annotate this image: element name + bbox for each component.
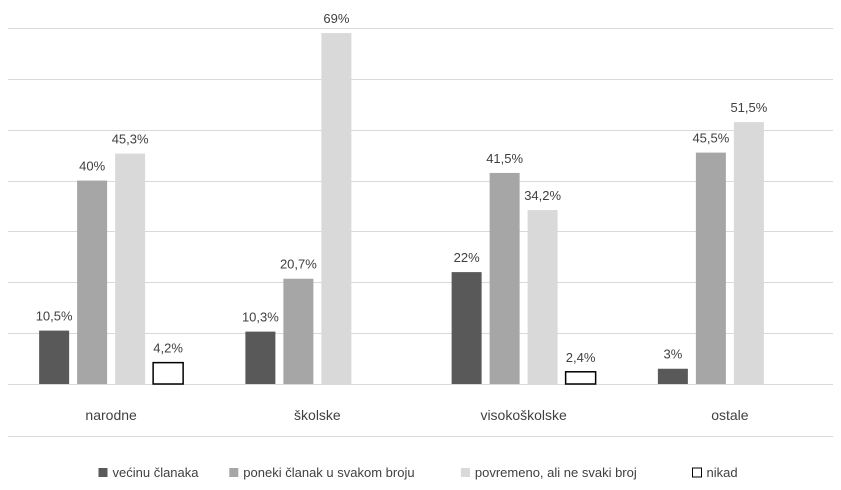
bar xyxy=(733,122,764,384)
bar xyxy=(245,331,276,384)
bar xyxy=(527,210,558,384)
legend-swatch xyxy=(692,467,702,478)
data-label: 45,3% xyxy=(112,132,149,147)
legend-swatch xyxy=(98,468,108,477)
data-label: 34,2% xyxy=(524,188,561,203)
legend-label: poneki članak u svakom broju xyxy=(243,465,414,480)
data-labels: 10,5% 40% 45,3% 4,2% 10,3% 20,7% 69% 22% 41,5% 34… xyxy=(36,11,768,365)
legend-label: povremeno, ali ne svaki broj xyxy=(475,465,637,480)
bar xyxy=(695,152,726,384)
bar xyxy=(77,180,108,384)
data-label: 69% xyxy=(323,11,349,26)
legend: većinu članaka poneki članak u svakom bro… xyxy=(98,465,738,480)
data-label: 45,5% xyxy=(692,131,729,146)
data-label: 4,2% xyxy=(153,341,183,356)
bar xyxy=(39,330,70,384)
legend-label: nikad xyxy=(707,465,738,480)
data-label: 3% xyxy=(663,347,682,362)
data-label: 2,4% xyxy=(566,350,596,365)
bar xyxy=(152,361,184,385)
legend-swatch xyxy=(229,468,239,477)
data-label: 10,3% xyxy=(242,310,279,325)
data-label: 22% xyxy=(454,250,480,265)
data-label: 41,5% xyxy=(486,151,523,166)
bar xyxy=(321,33,352,384)
legend-label: većinu članaka xyxy=(113,465,200,480)
data-label: 51,5% xyxy=(730,100,767,115)
bars xyxy=(39,33,764,385)
bar xyxy=(451,272,482,384)
category-label: visokoškolske xyxy=(480,407,567,423)
bar xyxy=(564,371,597,385)
bar xyxy=(283,278,314,384)
bar xyxy=(115,153,146,384)
category-label: ostale xyxy=(711,407,749,423)
bar xyxy=(489,172,520,384)
data-label: 20,7% xyxy=(280,257,317,272)
category-label: školske xyxy=(294,407,341,423)
category-label: narodne xyxy=(85,407,137,423)
data-label: 10,5% xyxy=(36,309,73,324)
bar xyxy=(657,368,688,384)
category-labels: narodne školske visokoškolske ostale xyxy=(85,407,748,423)
legend-swatch xyxy=(460,468,470,477)
data-label: 40% xyxy=(79,159,105,174)
gridlines xyxy=(8,28,833,437)
